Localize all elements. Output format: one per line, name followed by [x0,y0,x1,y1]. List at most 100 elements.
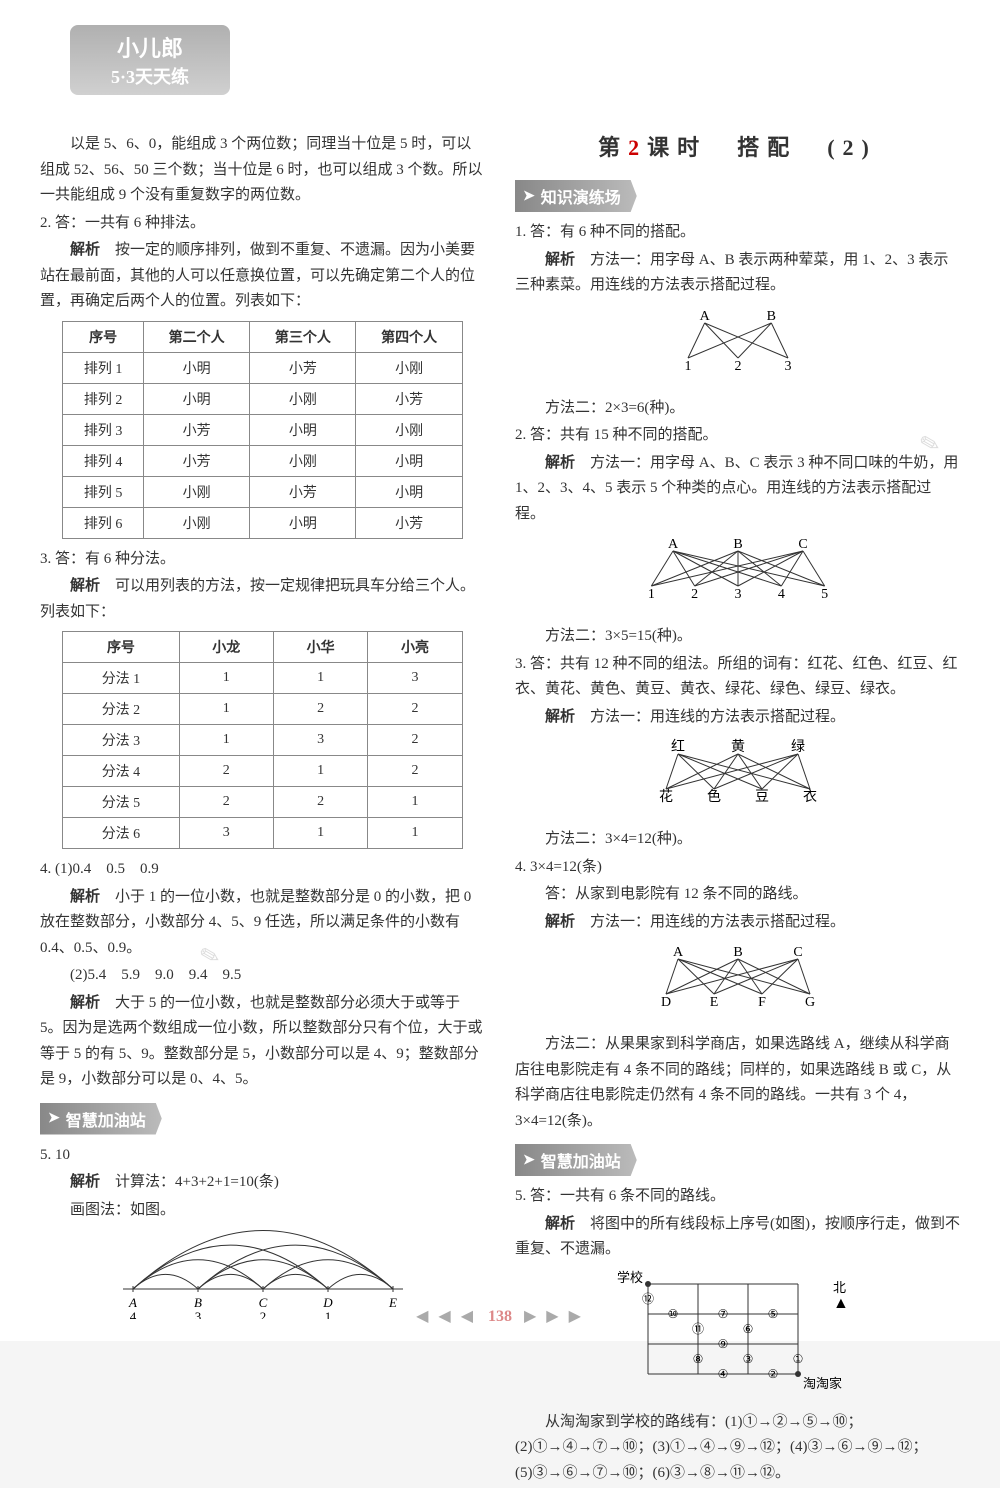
table-cell: 小明 [250,414,356,445]
table-row: 排列 2小明小刚小芳 [63,383,463,414]
explain-label: 解析 [70,1174,100,1190]
table-row: 分法 1113 [63,663,463,694]
table-row: 排列 3小芳小明小刚 [63,414,463,445]
table-cell: 小芳 [356,383,462,414]
q4b-explanation: 解析 大于 5 的一位小数，也就是整数部分必须大于或等于 5。因为是选两个数组成… [40,991,485,1093]
table-cell: 小刚 [250,383,356,414]
explain-label: 解析 [70,889,100,905]
explain-label: 解析 [545,1216,575,1232]
q5-answer: 5. 10 [40,1143,485,1169]
table-cell: 分法 3 [63,725,179,756]
r-q3-exp-text: 方法一：用连线的方法表示搭配过程。 [575,709,845,725]
svg-text:B: B [733,537,742,552]
svg-text:豆: 豆 [755,790,769,805]
lesson-title: 第2课时 搭配 (2) [515,130,960,162]
svg-text:G: G [804,995,814,1010]
svg-text:D: D [660,995,670,1010]
r-q5-exp-text: 将图中的所有线段标上序号(如图)，按顺序行走，做到不重复、不遗漏。 [515,1216,960,1258]
r-q1-m2: 方法二：2×3=6(种)。 [515,396,960,422]
r-q1-exp-text: 方法一：用字母 A、B 表示两种荤菜，用 1、2、3 表示三种素菜。用连线的方法… [515,252,948,294]
r-q4-m2: 方法二：从果果家到科学商店，如果选路线 A，继续从科学商店往电影院走有 4 条不… [515,1032,960,1134]
section-wisdom-tag-right: ➤ 智慧加油站 [515,1144,637,1176]
r-q5-explanation: 解析 将图中的所有线段标上序号(如图)，按顺序行走，做到不重复、不遗漏。 [515,1212,960,1263]
r-q2-exp-text: 方法一：用字母 A、B、C 表示 3 种不同口味的牛奶，用 1、2、3、4、5 … [515,455,958,522]
r-q5-routes: 从淘淘家到学校的路线有：(1)①→②→⑤→⑩；(2)①→④→⑦→⑩；(3)①→④… [515,1410,960,1487]
table-cell: 小芳 [356,507,462,538]
svg-text:B: B [733,945,742,960]
table-cell: 小明 [144,383,250,414]
table-row: 排列 4小芳小刚小明 [63,445,463,476]
section-wisdom-tag-left: ➤ 智慧加油站 [40,1103,162,1135]
r-q4-line2: 答：从家到电影院有 12 条不同的路线。 [515,882,960,908]
table-row: 分法 6311 [63,818,463,849]
r-q4-explanation: 解析 方法一：用连线的方法表示搭配过程。 [515,910,960,936]
svg-text:③: ③ [742,1352,753,1366]
table-cell: 1 [273,663,367,694]
svg-text:2: 2 [691,587,698,602]
svg-text:E: E [709,995,718,1010]
svg-text:5: 5 [821,587,828,602]
table-cell: 小刚 [356,414,462,445]
table-header: 第二个人 [144,321,250,352]
explain-label: 解析 [70,242,100,258]
table-header: 第四个人 [356,321,462,352]
svg-text:①: ① [792,1352,803,1366]
q5-exp2: 画图法：如图。 [40,1198,485,1224]
arrow-icon: ➤ [523,188,535,205]
r-q1-explanation: 解析 方法一：用字母 A、B 表示两种荤菜，用 1、2、3 表示三种素菜。用连线… [515,248,960,299]
svg-text:B: B [766,309,775,324]
svg-text:花: 花 [659,789,673,805]
svg-text:C: C [798,537,807,552]
table-row: 分法 2122 [63,694,463,725]
table-cell: 排列 2 [63,383,144,414]
svg-text:②: ② [767,1367,778,1381]
table-cell: 小芳 [250,476,356,507]
table-cell: 2 [273,694,367,725]
svg-text:黄: 黄 [731,738,745,755]
left-column: 以是 5、6、0，能组成 3 个两位数；同理当十位是 5 时，可以组成 52、5… [40,130,485,1488]
table-arrangements: 序号第二个人第三个人第四个人 排列 1小明小芳小刚排列 2小明小刚小芳排列 3小… [62,321,463,539]
svg-text:A: A [667,537,678,552]
svg-text:衣: 衣 [803,789,817,805]
table-cell: 1 [368,818,462,849]
q2-explanation: 解析 按一定的顺序排列，做到不重复、不遗漏。因为小美要站在最前面，其他的人可以任… [40,238,485,315]
section-practice-tag: ➤ 知识演练场 [515,180,637,212]
triangle-right-icon: ▶ ▶ ▶ [524,1308,584,1325]
table-cell: 2 [368,694,462,725]
title-pre: 第 [598,135,628,160]
explain-label: 解析 [545,252,575,268]
arrow-icon: ➤ [523,1152,535,1169]
r-q4-exp-text: 方法一：用连线的方法表示搭配过程。 [575,914,845,930]
section-practice-label: 知识演练场 [541,184,621,208]
table-cell: 小刚 [250,445,356,476]
triangle-left-icon: ◀ ◀ ◀ [416,1308,476,1325]
q1-continuation: 以是 5、6、0，能组成 3 个两位数；同理当十位是 5 时，可以组成 52、5… [40,132,485,209]
r-q2-explanation: 解析 方法一：用字母 A、B、C 表示 3 种不同口味的牛奶，用 1、2、3、4… [515,451,960,528]
table-cell: 1 [179,663,273,694]
r-q3-answer: 3. 答：共有 12 种不同的组法。所组的词有：红花、红色、红豆、红衣、黄花、黄… [515,652,960,703]
svg-text:绿: 绿 [791,739,805,755]
table-cell: 1 [273,756,367,787]
svg-text:④: ④ [717,1367,728,1381]
table-cell: 2 [179,787,273,818]
r-q2-bipartite-diagram: ABC12345 [515,533,960,618]
table-header: 序号 [63,632,179,663]
q3-explanation: 解析 可以用列表的方法，按一定规律把玩具车分给三个人。列表如下： [40,574,485,625]
svg-text:⑨: ⑨ [717,1337,728,1351]
svg-text:A: A [699,309,710,324]
page-number-value: 138 [488,1308,512,1325]
q4b-answer: (2)5.4 5.9 9.0 9.4 9.5 [40,963,485,989]
r-q1-bipartite-diagram: AB123 [515,305,960,390]
table-cell: 排列 5 [63,476,144,507]
table-cell: 排列 6 [63,507,144,538]
table-distributions: 序号小龙小华小亮 分法 1113分法 2122分法 3132分法 4212分法 … [62,631,463,849]
section-wisdom-label: 智慧加油站 [66,1107,146,1131]
table-row: 分法 5221 [63,787,463,818]
svg-text:⑫: ⑫ [641,1292,653,1306]
table-cell: 分法 5 [63,787,179,818]
table-cell: 排列 3 [63,414,144,445]
table-cell: 2 [179,756,273,787]
title-end: 配 (2) [767,135,877,160]
page-number: ◀ ◀ ◀ 138 ▶ ▶ ▶ [0,1306,1000,1326]
right-column: 第2课时 搭配 (2) ➤ 知识演练场 1. 答：有 6 种不同的搭配。 解析 … [515,130,960,1488]
